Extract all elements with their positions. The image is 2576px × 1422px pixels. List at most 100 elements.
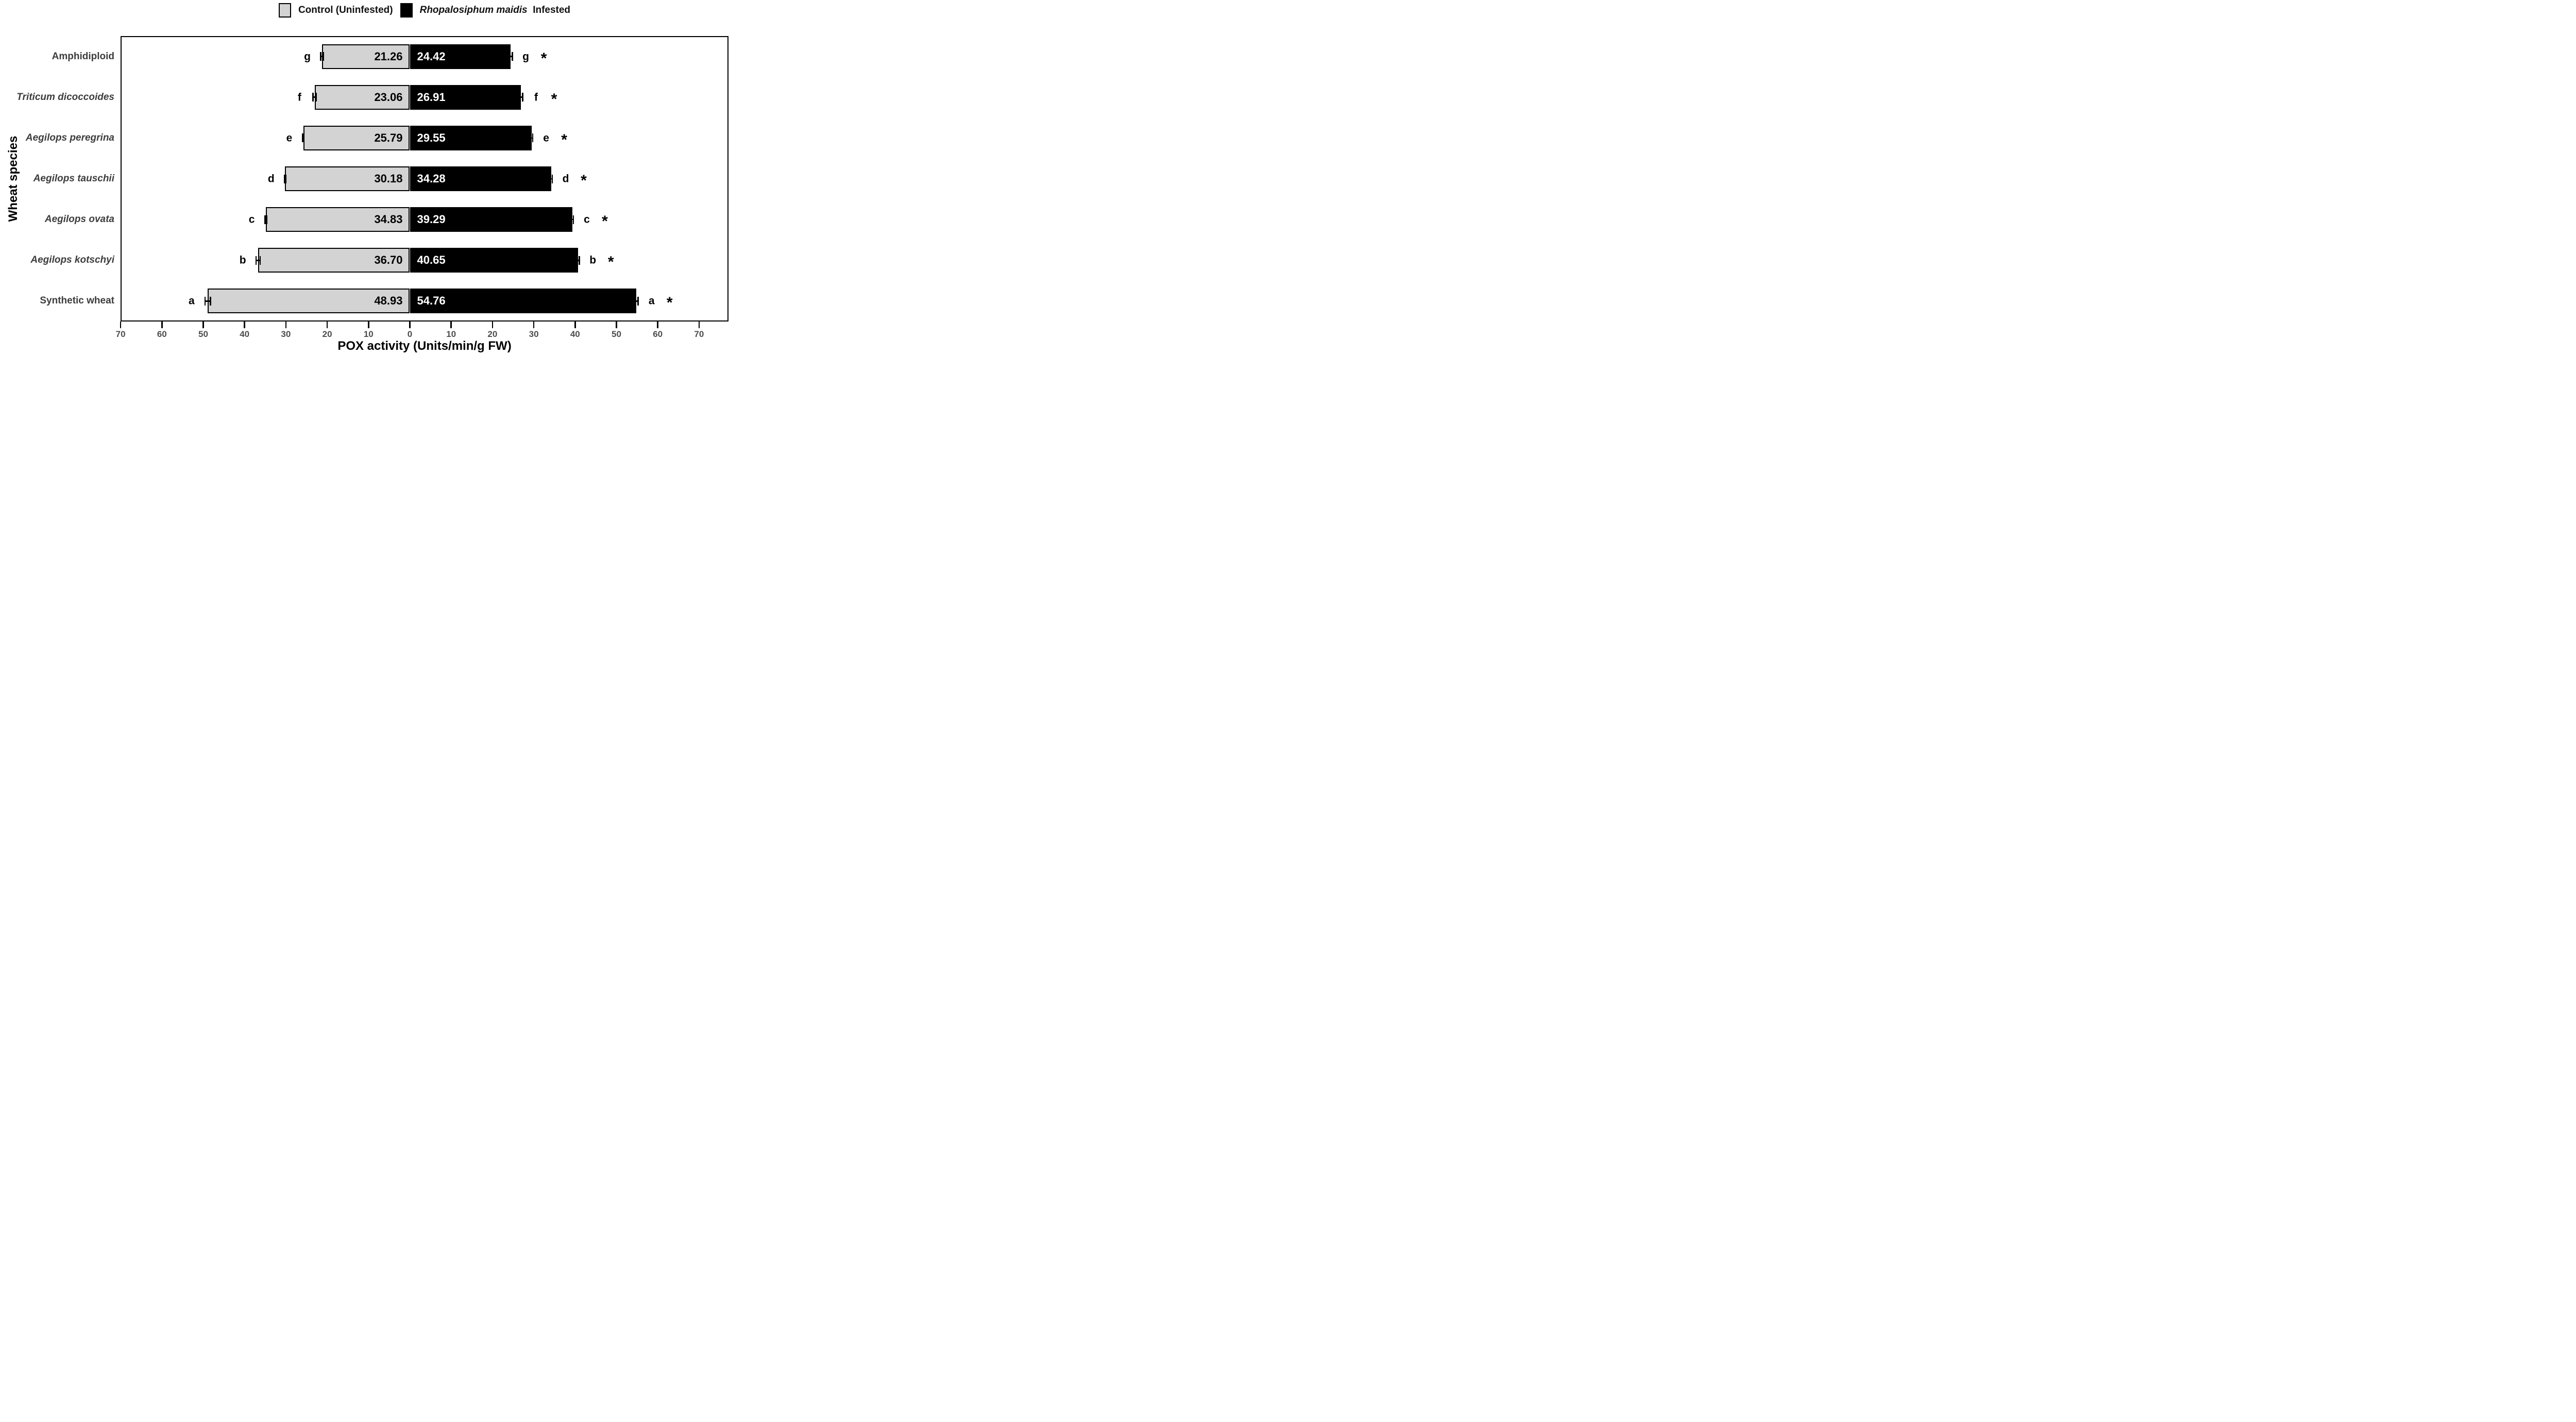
- control-error-cap-inner: [210, 296, 211, 306]
- category-label: Aegilops ovata: [44, 214, 114, 225]
- infested-error-bar: [511, 56, 513, 57]
- infested-value-label: 54.76: [417, 294, 446, 308]
- infested-value-label: 26.91: [417, 90, 446, 104]
- significance-asterisk: *: [551, 90, 557, 108]
- control-value-label: 48.93: [374, 294, 403, 308]
- x-axis-tick: [574, 321, 576, 328]
- control-error-cap-inner: [285, 174, 286, 183]
- control-value-label: 23.06: [374, 90, 403, 104]
- infested-value-label: 34.28: [417, 172, 446, 185]
- control-error-bar: [205, 300, 211, 302]
- x-axis-tick-label: 0: [407, 329, 413, 339]
- control-error-cap-inner: [323, 52, 324, 61]
- infested-error-bar: [521, 96, 523, 98]
- x-axis-tick-label: 60: [653, 329, 663, 339]
- legend-swatch-control: [278, 3, 291, 18]
- x-axis-tick-label: 20: [322, 329, 332, 339]
- category-label: Aegilops tauschii: [33, 173, 114, 184]
- infested-significance-letter: d: [562, 173, 569, 185]
- x-axis-tick-label: 10: [446, 329, 456, 339]
- control-error-cap-outer: [302, 133, 303, 143]
- control-error-cap-outer: [312, 93, 314, 102]
- infested-bar: [410, 84, 521, 110]
- significance-asterisk: *: [581, 172, 587, 189]
- control-bar: [321, 44, 410, 69]
- control-bar: [266, 207, 410, 232]
- infested-error-cap: [512, 52, 513, 61]
- control-value-label: 25.79: [374, 131, 403, 144]
- category-label: Aegilops peregrina: [25, 132, 114, 143]
- infested-significance-letter: c: [584, 213, 590, 226]
- category-label: Aegilops kotschyi: [30, 255, 114, 266]
- x-axis-tick: [533, 321, 535, 328]
- control-significance-letter: c: [248, 213, 255, 226]
- control-error-cap-inner: [315, 93, 317, 102]
- significance-asterisk: *: [602, 213, 608, 230]
- infested-error-cap: [522, 93, 523, 102]
- control-error-cap-outer: [204, 296, 206, 306]
- x-axis-tick: [657, 321, 658, 328]
- infested-bar: [410, 207, 572, 232]
- control-error-cap-outer: [320, 52, 321, 61]
- infested-bar: [410, 289, 636, 314]
- control-bar: [285, 166, 410, 191]
- significance-asterisk: *: [666, 294, 673, 312]
- control-value-label: 36.70: [374, 253, 403, 267]
- x-axis-tick: [368, 321, 369, 328]
- control-error-bar: [320, 56, 324, 57]
- legend-label-control: Control (Uninfested): [298, 5, 393, 15]
- control-error-bar: [256, 260, 261, 261]
- x-axis-title: POX activity (Units/min/g FW): [337, 339, 512, 353]
- x-axis-tick: [326, 321, 328, 328]
- infested-error-cap: [532, 133, 534, 143]
- control-significance-letter: f: [297, 91, 301, 104]
- legend-swatch-infested: [400, 3, 413, 18]
- control-significance-letter: e: [286, 132, 293, 144]
- x-axis-tick: [409, 321, 411, 328]
- legend: Control (Uninfested) Rhopalosiphum maidi…: [121, 1, 728, 20]
- control-error-cap-inner: [303, 133, 305, 143]
- infested-bar: [410, 125, 532, 150]
- control-error-cap-outer: [255, 256, 257, 265]
- infested-error-cap: [579, 256, 580, 265]
- x-axis-tick: [120, 321, 122, 328]
- category-label: Triticum dicoccoides: [16, 91, 114, 103]
- control-value-label: 21.26: [374, 49, 403, 63]
- x-axis-tick: [698, 321, 700, 328]
- infested-significance-letter: g: [522, 50, 529, 63]
- control-significance-letter: b: [239, 254, 246, 266]
- infested-significance-letter: a: [648, 295, 655, 307]
- control-value-label: 34.83: [374, 213, 403, 226]
- significance-asterisk: *: [561, 131, 567, 148]
- control-bar: [303, 125, 410, 150]
- x-axis-tick: [244, 321, 245, 328]
- x-axis-tick: [492, 321, 494, 328]
- x-axis-tick-label: 10: [363, 329, 374, 339]
- x-axis-tick-label: 60: [157, 329, 167, 339]
- control-value-label: 30.18: [374, 172, 403, 185]
- infested-value-label: 24.42: [417, 49, 446, 63]
- infested-value-label: 39.29: [417, 213, 446, 226]
- category-label: Synthetic wheat: [40, 295, 114, 307]
- control-bar: [208, 289, 410, 314]
- control-error-cap-outer: [284, 174, 285, 183]
- infested-bar: [410, 248, 578, 273]
- x-axis-tick-label: 40: [570, 329, 580, 339]
- infested-bar: [410, 44, 511, 69]
- infested-error-bar: [636, 300, 638, 302]
- infested-significance-letter: b: [589, 254, 597, 266]
- control-significance-letter: g: [304, 50, 311, 63]
- significance-asterisk: *: [540, 49, 547, 67]
- x-axis-tick: [616, 321, 617, 328]
- control-significance-letter: d: [267, 173, 275, 185]
- infested-error-bar: [578, 260, 580, 261]
- infested-bar: [410, 166, 552, 191]
- x-axis-tick-label: 30: [281, 329, 291, 339]
- infested-error-cap: [551, 174, 553, 183]
- control-significance-letter: a: [189, 295, 195, 307]
- x-axis-tick-label: 30: [529, 329, 539, 339]
- control-error-cap-outer: [264, 215, 266, 224]
- x-axis-tick-label: 70: [115, 329, 126, 339]
- infested-significance-letter: e: [543, 132, 549, 144]
- category-label: Amphidiploid: [52, 50, 114, 62]
